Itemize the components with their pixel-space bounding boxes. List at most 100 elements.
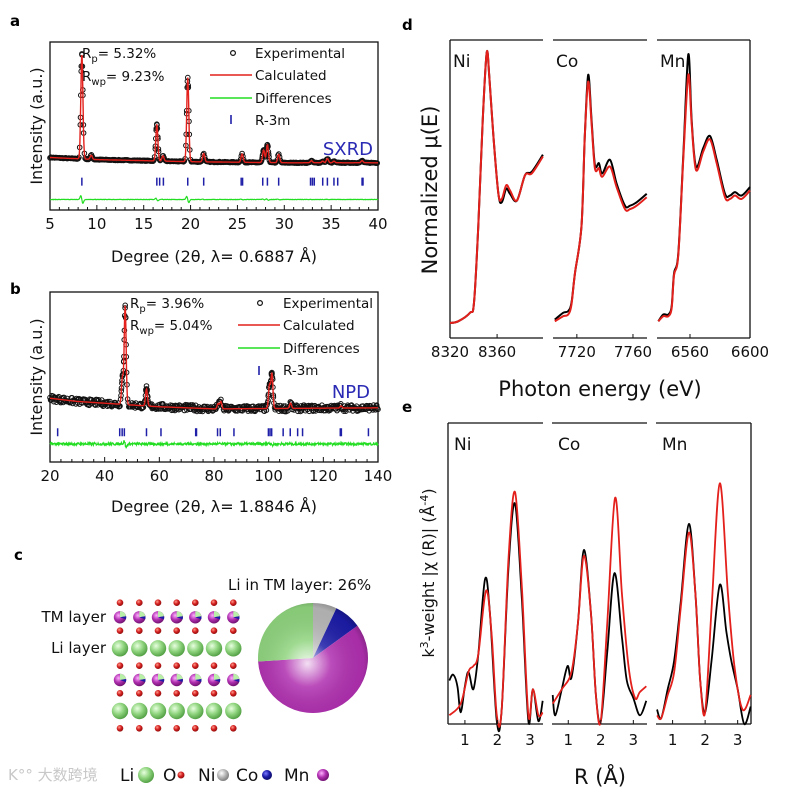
plot-marks (47, 302, 381, 449)
oxygen-atom (210, 627, 218, 634)
differences-line (49, 440, 379, 449)
plot-marks: 8320 8360 Ni 7720 7760 Co 6560 6600 Mn (431, 39, 769, 361)
legend-label-ni: Ni (198, 766, 215, 786)
oxygen-atom (154, 725, 162, 732)
oxygen-atom (173, 662, 180, 669)
technique-tag: NPD (332, 382, 370, 403)
co-site-fraction-wedge (158, 678, 165, 683)
watermark: K°° 大数跨境 (8, 766, 98, 784)
plot-marks: 1 2 3 Ni 1 2 3 Co 1 2 3 Mn (447, 422, 752, 749)
x-tick-label: 1 (460, 731, 470, 749)
x-axis-label: R (Å) (574, 763, 626, 789)
oxygen-atom (210, 690, 218, 697)
x-tick-label: 140 (364, 467, 393, 485)
plot-marks (47, 51, 381, 204)
black-curve (554, 73, 648, 321)
x-tick-label: 20 (40, 467, 59, 485)
oxygen-atom (116, 627, 124, 634)
lithium-atom (111, 702, 129, 720)
x-axis-label: Degree (2θ, λ= 1.8846 Å) (111, 497, 317, 516)
x-tick-label: 40 (368, 215, 387, 233)
subplot-ni: 8320 8360 Ni (431, 39, 544, 361)
x-tick-label: 3 (629, 731, 639, 749)
oxygen-atom (230, 690, 237, 697)
oxygen-atom (136, 725, 143, 732)
red-curve (554, 80, 648, 323)
co-site-fraction-wedge (176, 678, 183, 683)
legend-label-co: Co (236, 766, 258, 786)
legend-experimental-marker (257, 300, 264, 307)
rp-stat: Rp= 5.32% (82, 46, 156, 65)
element-label: Co (558, 435, 580, 455)
legend-atom-co (262, 770, 272, 780)
plot-frame (49, 41, 379, 211)
oxygen-atom (192, 690, 199, 697)
black-curve (449, 50, 544, 324)
panel-label-b: b (10, 280, 21, 298)
x-tick-label: 120 (309, 467, 338, 485)
x-tick-label: 2 (596, 731, 606, 749)
subplot-co: 1 2 3 Co (551, 422, 648, 749)
rwp-stat: Rwp= 5.04% (130, 318, 213, 337)
lithium-atom (168, 640, 185, 657)
co-site-fraction-wedge (195, 678, 202, 683)
oxygen-atom (230, 662, 237, 669)
li-site-fraction-wedge (120, 611, 127, 618)
x-tick-label: 6600 (731, 343, 769, 361)
legend-differences: Differences (255, 91, 332, 107)
subplot-mn: 1 2 3 Mn (656, 422, 752, 749)
legend-bragg: R-3m (283, 363, 318, 379)
x-tick-label: 80 (204, 467, 223, 485)
x-tick-label: 2 (700, 731, 710, 749)
oxygen-atom (173, 725, 180, 732)
tm-layer-label: TM layer (40, 608, 106, 626)
oxygen-atom (192, 599, 199, 606)
x-tick-label: 20 (181, 215, 200, 233)
x-tick-label: 60 (150, 467, 169, 485)
x-tick-label: 8360 (478, 343, 516, 361)
element-label: Mn (660, 52, 685, 72)
legend-differences: Differences (283, 341, 360, 357)
li-site-fraction-wedge (214, 673, 221, 680)
x-tick-label: 7760 (614, 343, 652, 361)
x-tick-label: 7720 (558, 343, 596, 361)
x-axis-label: Photon energy (eV) (498, 377, 701, 401)
lithium-atom (205, 702, 223, 720)
y-axis-label: Normalized μ(E) (418, 106, 442, 275)
x-tick-label: 35 (322, 215, 341, 233)
oxygen-atom (210, 725, 218, 732)
element-label: Ni (454, 435, 471, 455)
calculated-line (50, 54, 378, 164)
oxygen-atom (136, 662, 143, 669)
oxygen-atom (116, 662, 124, 669)
lithium-atom (225, 640, 242, 657)
calculated-line (50, 305, 378, 410)
lithium-atom (168, 702, 185, 720)
co-site-fraction-wedge (120, 678, 127, 683)
panel-label-a: a (10, 12, 20, 30)
oxygen-atom (173, 690, 180, 697)
co-site-fraction-wedge (120, 616, 127, 620)
co-site-fraction-wedge (233, 678, 240, 683)
oxygen-atom (210, 662, 218, 669)
li-site-fraction-wedge (120, 673, 127, 680)
co-site-fraction-wedge (139, 616, 146, 620)
oxygen-atom (154, 690, 162, 697)
co-site-fraction-wedge (214, 678, 221, 683)
x-tick-label: 25 (228, 215, 247, 233)
x-tick-label: 30 (275, 215, 294, 233)
co-site-fraction-wedge (214, 616, 221, 620)
oxygen-atom (154, 662, 162, 669)
oxygen-atom (192, 662, 199, 669)
co-site-fraction-wedge (139, 678, 146, 683)
sxrd-refinement-plot: 5 10 15 20 25 30 35 40 Rp= 5.32% Rwp= 9.23% Exp… (27, 41, 388, 266)
oxygen-atom (154, 627, 162, 634)
rwp-stat: Rwp= 9.23% (82, 69, 165, 88)
black-curve (657, 53, 751, 322)
li-site-fraction-wedge (176, 673, 183, 680)
lithium-atom (187, 702, 204, 720)
red-curve (448, 490, 544, 728)
x-tick-label: 6560 (671, 343, 709, 361)
lithium-atom (149, 640, 167, 657)
